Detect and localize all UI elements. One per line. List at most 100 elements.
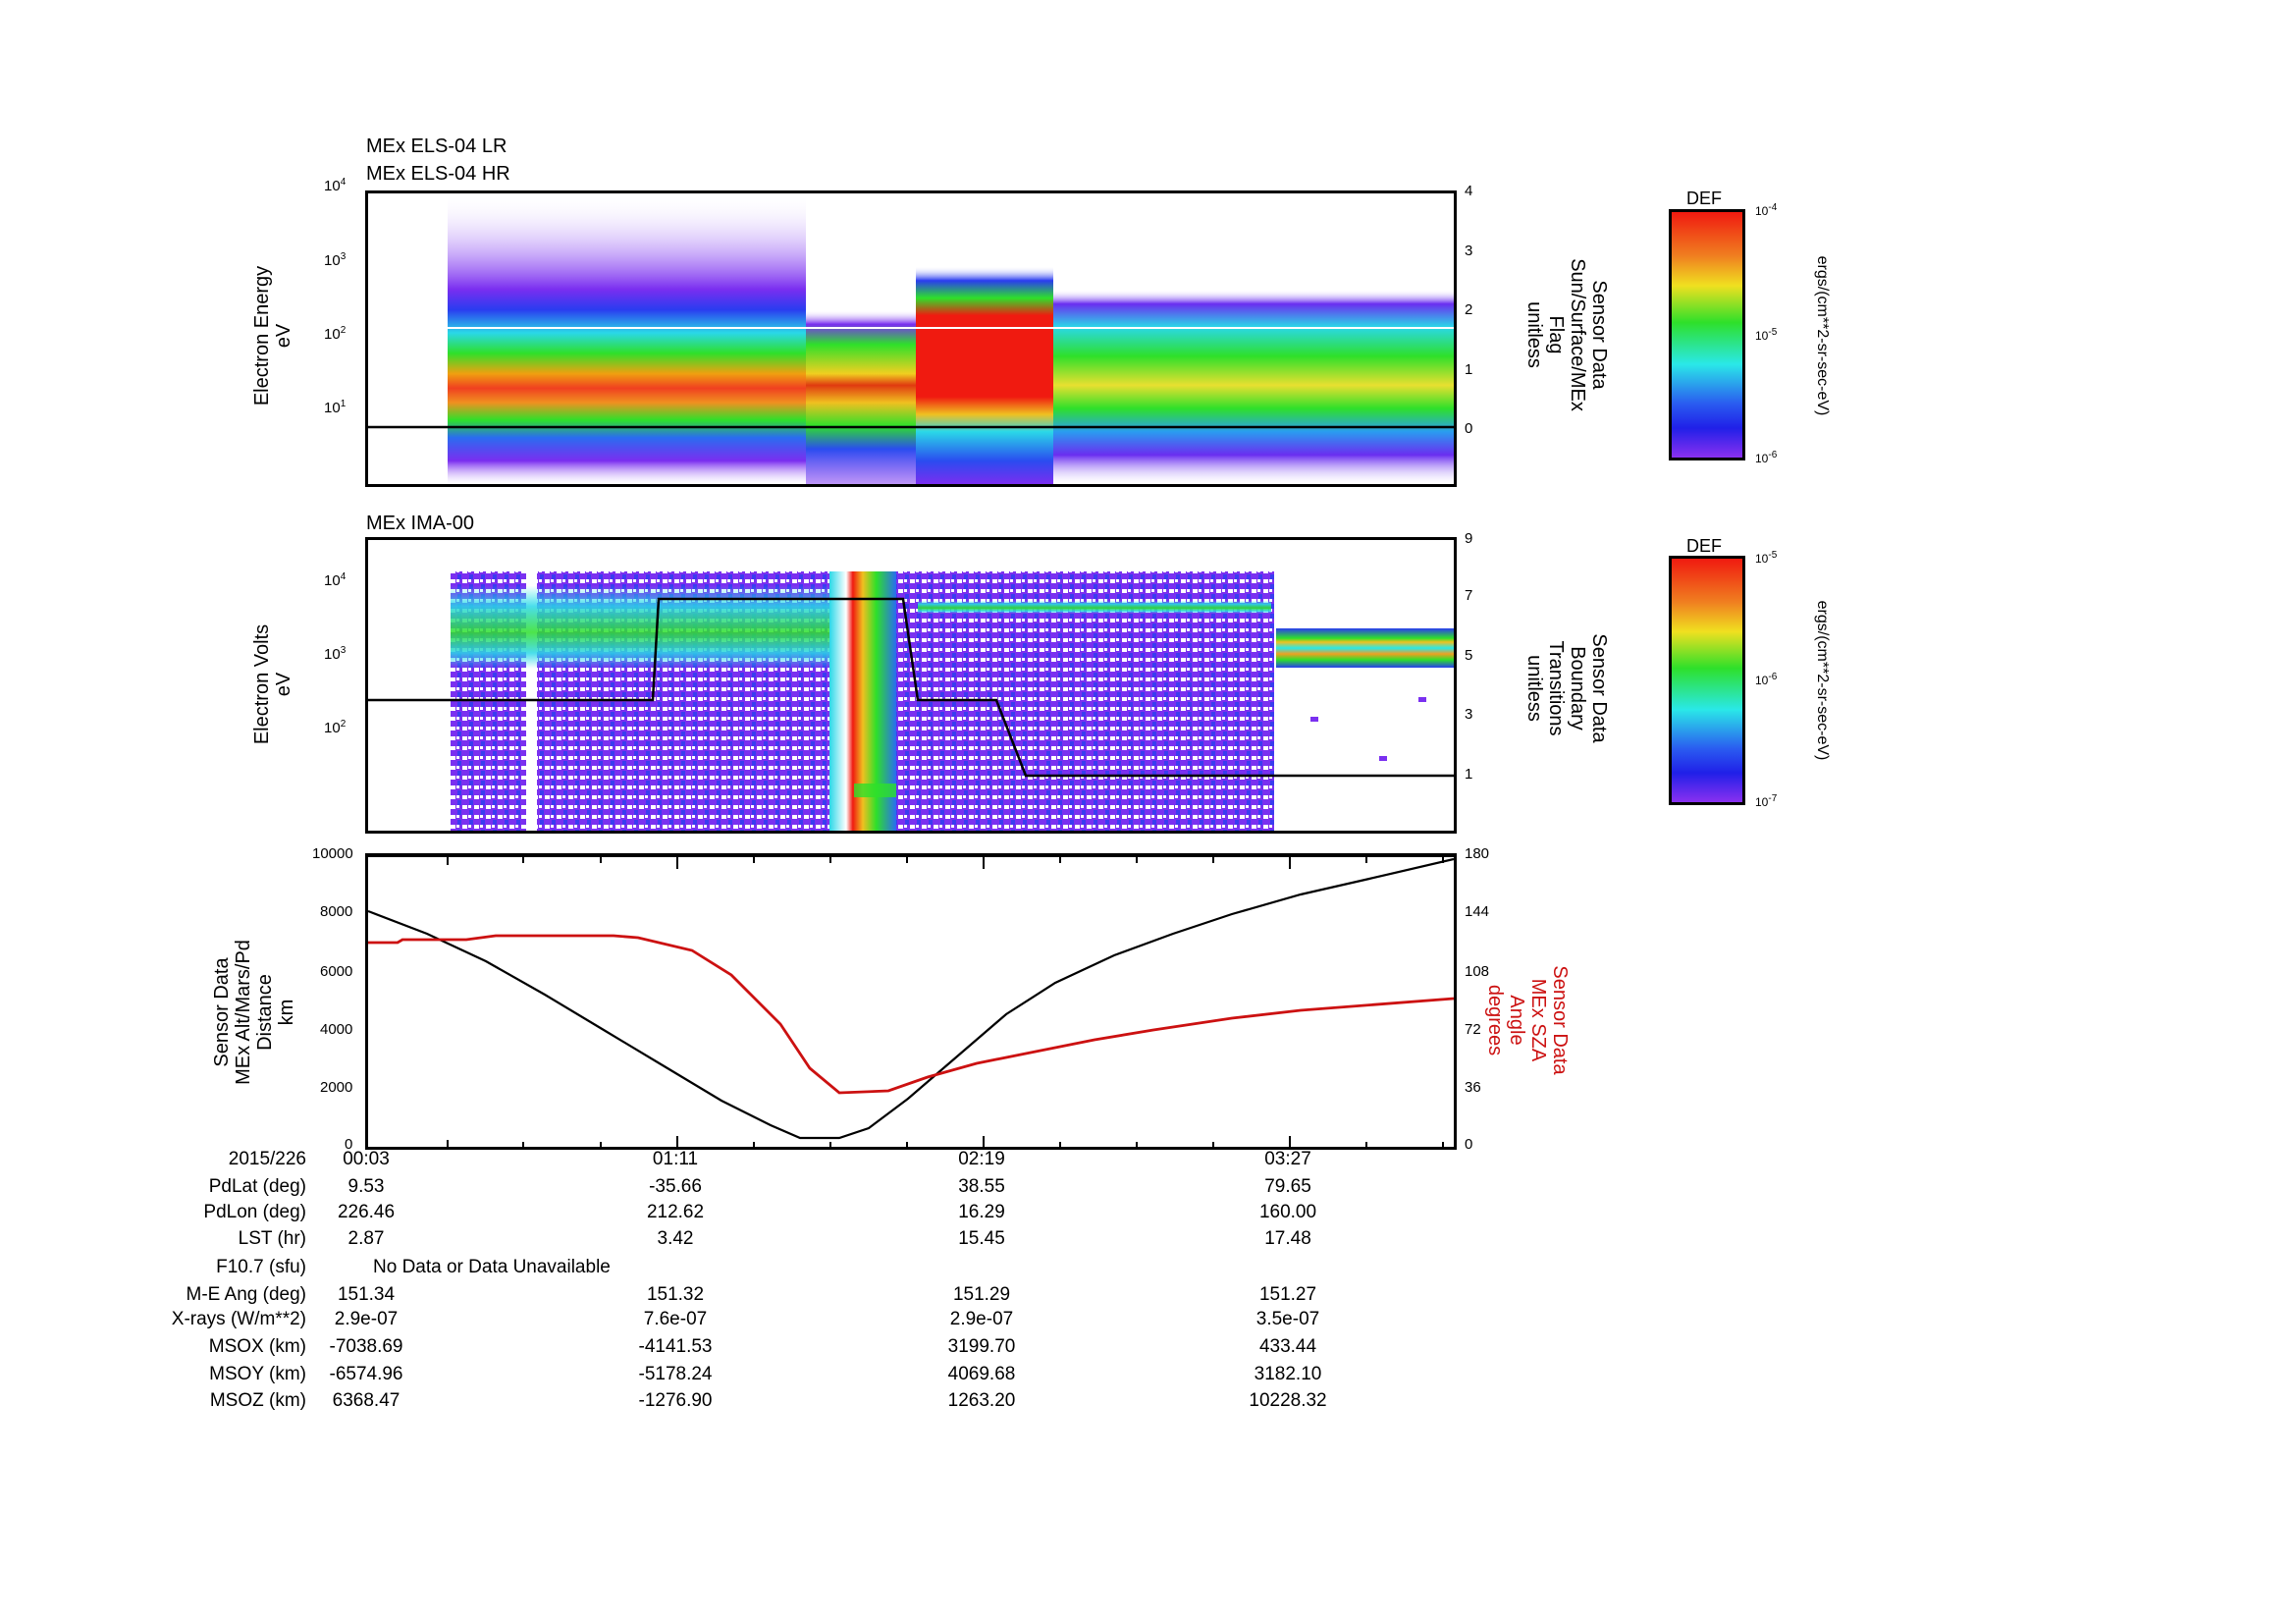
- eph-xrays-1: 7.6e-07: [643, 1309, 708, 1329]
- panel3-rtick-108: 108: [1465, 963, 1490, 980]
- panel2-rtick-3: 3: [1465, 706, 1473, 723]
- eph-label-xrays: X-rays (W/m**2): [171, 1309, 306, 1329]
- eph-pdlat-0: 9.53: [347, 1176, 385, 1197]
- sza-curve: [368, 934, 1454, 1095]
- panel3-line-plot: [365, 853, 1457, 1150]
- eph-label-f107: F10.7 (sfu): [216, 1257, 306, 1277]
- eph-msoz-1: -1276.90: [638, 1390, 713, 1411]
- eph-msoz-0: 6368.47: [332, 1390, 400, 1411]
- eph-label-msoz: MSOZ (km): [209, 1390, 306, 1411]
- panel1-rtick-4: 4: [1465, 183, 1473, 199]
- eph-lst-0: 2.87: [347, 1228, 385, 1249]
- panel3-ytick-10000: 10000: [312, 845, 353, 862]
- panel2-rtick-1: 1: [1465, 766, 1473, 783]
- eph-time-0: 00:03: [343, 1149, 390, 1169]
- panel2-ytick-1e4: 104: [324, 571, 347, 589]
- eph-lst-1: 3.42: [657, 1228, 694, 1249]
- panel3-right-ylabel: Sensor Data MEx SZA Angle degrees: [1484, 965, 1571, 1075]
- eph-xrays-2: 2.9e-07: [949, 1309, 1014, 1329]
- panel3-ytick-0: 0: [345, 1136, 353, 1153]
- eph-label-meang: M-E Ang (deg): [186, 1284, 307, 1305]
- panel1-ytick-1e4: 104: [324, 177, 347, 194]
- eph-msox-2: 3199.70: [947, 1336, 1016, 1357]
- panel3-rtick-36: 36: [1465, 1079, 1481, 1096]
- colorbar1-mid: 10-5: [1755, 327, 1778, 343]
- panel2-rtick-5: 5: [1465, 647, 1473, 664]
- eph-pdlon-1: 212.62: [646, 1202, 705, 1222]
- colorbar2-title: DEF: [1686, 536, 1722, 556]
- eph-meang-2: 151.29: [952, 1284, 1011, 1305]
- eph-label-msox: MSOX (km): [208, 1336, 306, 1357]
- eph-lst-3: 17.48: [1264, 1228, 1311, 1249]
- panel1-title-hr: MEx ELS-04 HR: [366, 163, 510, 185]
- panel2-title: MEx IMA-00: [366, 513, 475, 534]
- panel1-title-lr: MEx ELS-04 LR: [366, 135, 507, 157]
- panel1-rtick-3: 3: [1465, 243, 1473, 259]
- panel3-rtick-0: 0: [1465, 1136, 1473, 1153]
- altitude-curve: [368, 857, 1454, 1140]
- panel3-rtick-144: 144: [1465, 903, 1490, 920]
- panel1-ylabel: Electron Energy eV: [251, 265, 294, 406]
- eph-lst-2: 15.45: [958, 1228, 1005, 1249]
- eph-msoy-2: 4069.68: [947, 1364, 1016, 1384]
- eph-pdlon-0: 226.46: [337, 1202, 396, 1222]
- panel3-ytick-4000: 4000: [320, 1021, 353, 1038]
- eph-meang-1: 151.32: [646, 1284, 705, 1305]
- panel2-right-ylabel: Sensor Data Boundary Transitions unitless: [1523, 633, 1610, 743]
- eph-time-3: 03:27: [1264, 1149, 1311, 1169]
- panel1-rtick-1: 1: [1465, 361, 1473, 378]
- colorbar2-max: 10-5: [1755, 550, 1778, 566]
- eph-pdlon-2: 16.29: [958, 1202, 1005, 1222]
- panel3-ylabel: Sensor Data MEx Alt/Mars/Pd Distance km: [211, 940, 297, 1085]
- panel2-spectrogram-image: [368, 560, 1454, 831]
- panel3-ytick-8000: 8000: [320, 903, 353, 920]
- panel3-rtick-180: 180: [1465, 845, 1490, 862]
- panel1-spectrogram: [365, 190, 1457, 487]
- eph-msox-1: -4141.53: [638, 1336, 713, 1357]
- panel1-rtick-0: 0: [1465, 420, 1473, 437]
- panel3-ytick-2000: 2000: [320, 1079, 353, 1096]
- panel1-rtick-2: 2: [1465, 301, 1473, 318]
- eph-time-1: 01:11: [652, 1149, 699, 1169]
- panel3-ytick-6000: 6000: [320, 963, 353, 980]
- eph-xrays-3: 3.5e-07: [1255, 1309, 1320, 1329]
- eph-time-2: 02:19: [958, 1149, 1005, 1169]
- colorbar1-title: DEF: [1686, 189, 1722, 208]
- panel1-right-ylabel: Sensor Data Sun/Surface/MEx Flag unitless: [1523, 258, 1610, 411]
- eph-msoz-2: 1263.20: [947, 1390, 1016, 1411]
- eph-label-msoy: MSOY (km): [209, 1364, 306, 1384]
- eph-pdlat-1: -35.66: [649, 1176, 702, 1197]
- panel2-rtick-7: 7: [1465, 587, 1473, 604]
- eph-label-pdlat: PdLat (deg): [208, 1176, 306, 1197]
- panel2-ytick-1e2: 102: [324, 719, 347, 736]
- colorbar1-min: 10-6: [1755, 450, 1778, 465]
- colorbar2-units: ergs/(cm**2-sr-sec-eV): [1814, 600, 1831, 761]
- eph-label-pdlon: PdLon (deg): [203, 1202, 306, 1222]
- panel1-spectrogram-image: [368, 193, 1454, 484]
- colorbar2-mid: 10-6: [1755, 672, 1778, 687]
- colorbar1: [1669, 209, 1745, 460]
- eph-msoy-1: -5178.24: [638, 1364, 713, 1384]
- eph-pdlat-3: 79.65: [1264, 1176, 1311, 1197]
- eph-label-lst: LST (hr): [238, 1228, 306, 1249]
- panel2-ylabel: Electron Volts eV: [251, 623, 294, 745]
- panel1-ytick-1e2: 102: [324, 325, 347, 343]
- eph-meang-0: 151.34: [337, 1284, 396, 1305]
- panel2-ytick-1e3: 103: [324, 645, 347, 663]
- panel1-ytick-1e1: 101: [324, 399, 347, 416]
- eph-pdlon-3: 160.00: [1258, 1202, 1317, 1222]
- panel2-rtick-9: 9: [1465, 530, 1473, 547]
- panel3-curves: [368, 857, 1454, 1147]
- eph-f107-value: No Data or Data Unavailable: [373, 1257, 611, 1277]
- eph-msoz-3: 10228.32: [1249, 1390, 1327, 1411]
- eph-label-date: 2015/226: [228, 1149, 306, 1169]
- eph-msox-0: -7038.69: [329, 1336, 403, 1357]
- colorbar1-max: 10-4: [1755, 202, 1778, 218]
- eph-msox-3: 433.44: [1258, 1336, 1317, 1357]
- panel2-spectrogram: [365, 537, 1457, 834]
- eph-msoy-3: 3182.10: [1254, 1364, 1322, 1384]
- colorbar1-units: ergs/(cm**2-sr-sec-eV): [1814, 255, 1831, 416]
- colorbar2-min: 10-7: [1755, 793, 1778, 809]
- eph-pdlat-2: 38.55: [958, 1176, 1005, 1197]
- eph-meang-3: 151.27: [1258, 1284, 1317, 1305]
